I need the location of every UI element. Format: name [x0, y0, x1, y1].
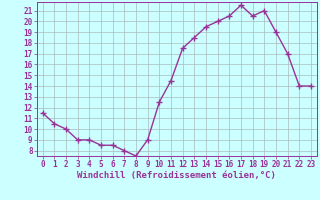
X-axis label: Windchill (Refroidissement éolien,°C): Windchill (Refroidissement éolien,°C) [77, 171, 276, 180]
